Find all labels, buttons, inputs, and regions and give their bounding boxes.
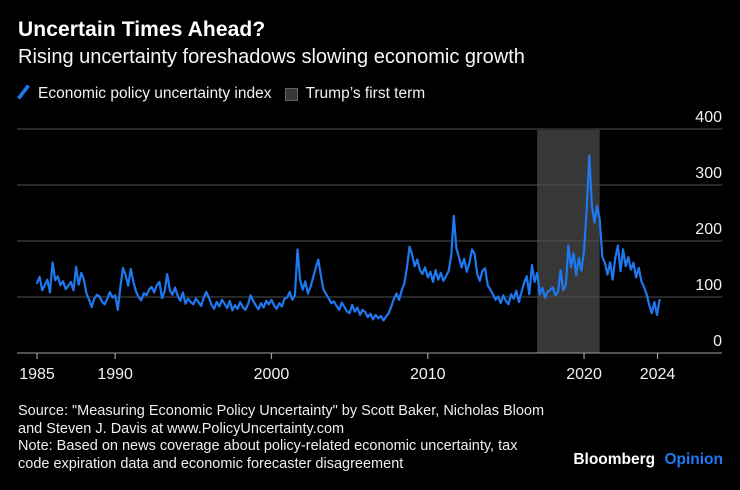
bloomberg-wordmark: Bloomberg xyxy=(573,451,656,468)
x-axis-label: 2010 xyxy=(410,366,446,383)
legend-item-trump-term: Trump’s first term xyxy=(285,85,425,103)
y-axis-label: 400 xyxy=(695,109,722,126)
source-note: Source: "Measuring Economic Policy Uncer… xyxy=(18,403,544,473)
source-line: Note: Based on news coverage about polic… xyxy=(18,438,518,455)
band-swatch-icon xyxy=(285,87,299,101)
source-line: Source: "Measuring Economic Policy Uncer… xyxy=(18,403,545,419)
opinion-wordmark: Opinion xyxy=(664,451,723,468)
legend-label-trump-term: Trump’s first term xyxy=(305,85,426,102)
y-axis-label: 0 xyxy=(713,333,722,350)
x-axis-label: 2000 xyxy=(254,366,290,383)
chart-title: Uncertain Times Ahead? xyxy=(18,18,266,41)
legend-item-uncertainty-index: Economic policy uncertainty index xyxy=(17,83,272,105)
legend-label-uncertainty-index: Economic policy uncertainty index xyxy=(38,85,272,102)
uncertainty-line-chart: 0 100 200 300 400 1985 1990 2000 2010 2020 2024 xyxy=(17,109,722,383)
chart-subtitle: Rising uncertainty foreshadows slowing e… xyxy=(18,46,525,68)
x-axis-label: 2024 xyxy=(640,366,676,383)
line-series-swatch-icon xyxy=(17,83,31,105)
x-axis-label: 1985 xyxy=(19,366,55,383)
bloomberg-opinion-logo: Bloomberg Opinion xyxy=(573,451,723,469)
source-line: and Steven J. Davis at www.PolicyUncerta… xyxy=(18,420,345,437)
source-line: code expiration data and economic foreca… xyxy=(18,455,404,472)
y-axis-label: 100 xyxy=(695,277,722,294)
chart-legend: Economic policy uncertainty index Trump’… xyxy=(17,83,425,105)
x-axis-label: 1990 xyxy=(97,366,133,383)
y-axis-label: 200 xyxy=(695,221,722,238)
x-axis-label: 2020 xyxy=(566,366,602,383)
y-axis-label: 300 xyxy=(695,165,722,182)
uncertainty-index-line xyxy=(35,154,661,322)
